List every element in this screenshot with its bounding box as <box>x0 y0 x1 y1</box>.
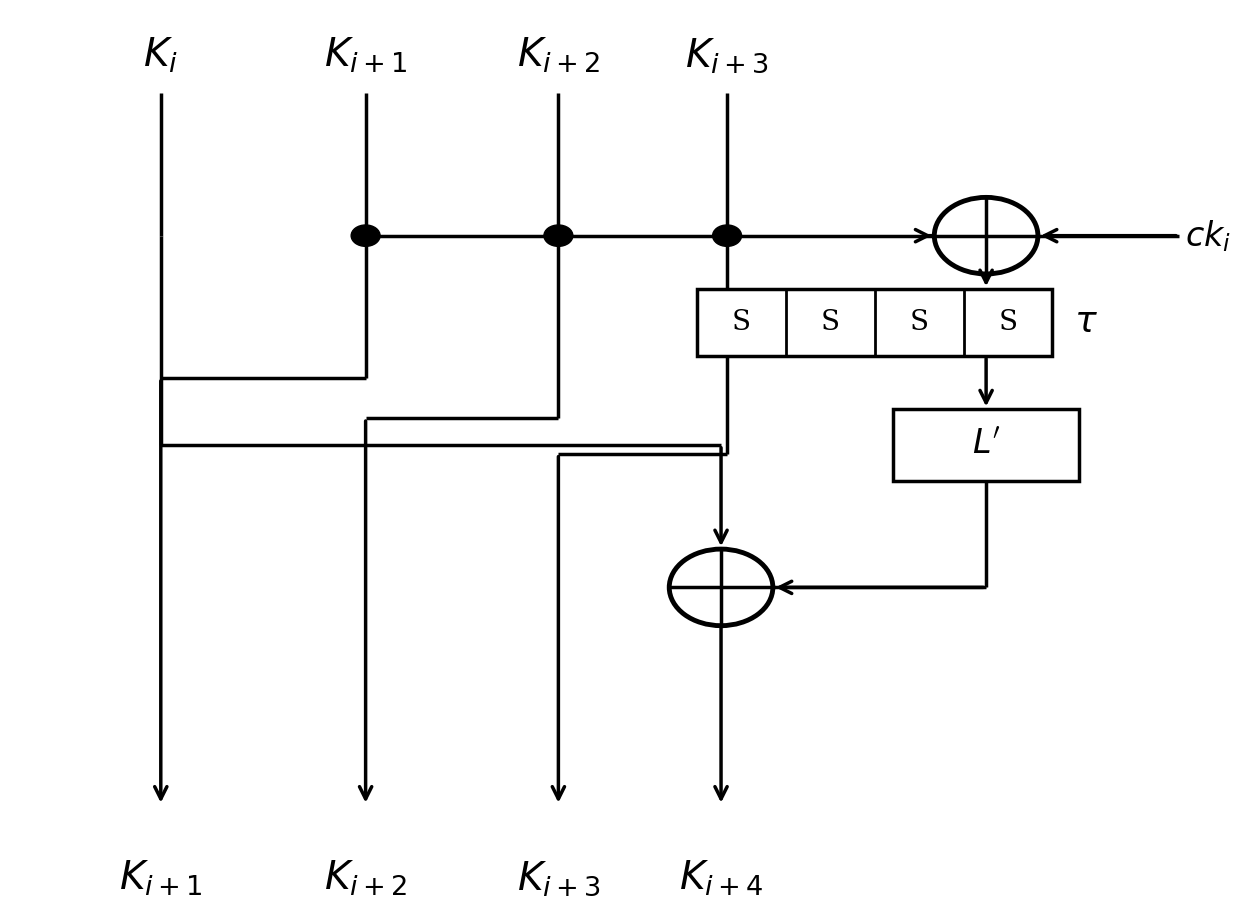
FancyBboxPatch shape <box>893 410 1080 480</box>
Text: $\tau$: $\tau$ <box>1074 306 1097 339</box>
Circle shape <box>713 225 742 247</box>
Text: $K_{i+4}$: $K_{i+4}$ <box>680 859 763 898</box>
Text: $K_i$: $K_i$ <box>144 36 179 76</box>
Text: $K_{i+2}$: $K_{i+2}$ <box>517 36 600 76</box>
Text: S: S <box>910 309 929 336</box>
Text: $K_{i+3}$: $K_{i+3}$ <box>517 859 600 897</box>
Text: $ck_i$: $ck_i$ <box>1185 217 1231 254</box>
Text: $L'$: $L'$ <box>972 429 1001 460</box>
Text: $K_{i+1}$: $K_{i+1}$ <box>324 36 407 76</box>
Circle shape <box>351 225 381 247</box>
Circle shape <box>544 225 573 247</box>
FancyBboxPatch shape <box>697 289 1053 356</box>
Text: S: S <box>998 309 1018 336</box>
Text: S: S <box>821 309 839 336</box>
Text: $K_{i+3}$: $K_{i+3}$ <box>686 36 769 76</box>
Text: S: S <box>732 309 751 336</box>
Text: $K_{i+1}$: $K_{i+1}$ <box>119 859 202 898</box>
Text: $K_{i+2}$: $K_{i+2}$ <box>324 859 407 898</box>
